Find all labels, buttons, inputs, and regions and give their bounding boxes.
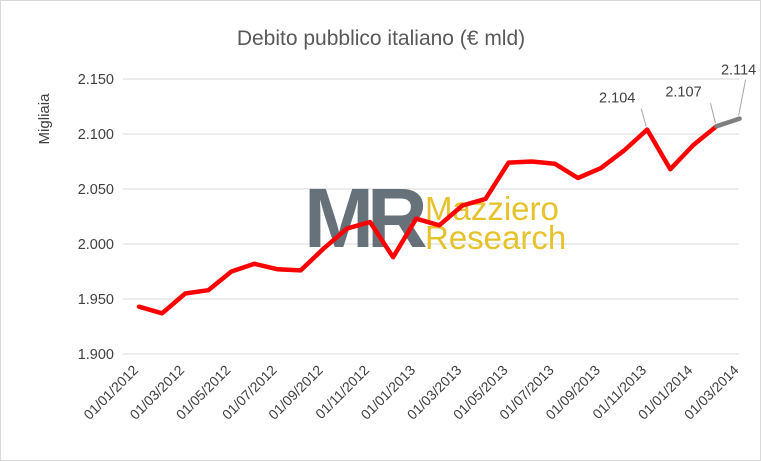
data-point <box>692 144 695 146</box>
data-point <box>299 269 302 272</box>
data-point <box>484 198 487 200</box>
y-tick-label: 1.950 <box>78 292 114 308</box>
leader-line <box>738 79 747 116</box>
x-tick-labels: 01/01/201201/03/201201/05/201201/07/2012… <box>80 362 742 423</box>
y-tick-label: 2.100 <box>78 127 114 143</box>
leader-line <box>710 103 716 124</box>
mazziero-research-watermark: MR Mazziero Research <box>304 171 566 265</box>
series-line-1 <box>136 124 719 316</box>
y-tick-label: 1.900 <box>78 347 114 363</box>
data-label: 2.114 <box>721 63 756 79</box>
data-label: 2.104 <box>599 91 635 107</box>
data-point <box>253 263 256 265</box>
data-point <box>438 224 441 227</box>
watermark-line2: Research <box>425 219 566 256</box>
data-point <box>392 256 394 258</box>
series-line-2 <box>714 116 742 129</box>
data-point <box>738 117 741 120</box>
data-point <box>323 247 325 250</box>
data-point <box>577 177 579 179</box>
data-point <box>161 312 163 315</box>
data-point <box>207 289 210 292</box>
y-tick-labels: 1.900 1.950 2.000 2.050 2.100 2.150 <box>78 72 114 363</box>
chart-title: Debito pubblico italiano (€ mld) <box>237 27 525 50</box>
series <box>136 116 742 316</box>
y-tick-label: 2.150 <box>78 72 114 88</box>
data-point <box>415 217 418 220</box>
data-point <box>669 168 672 170</box>
data-point <box>369 221 371 223</box>
data-point <box>230 270 233 273</box>
leader-line <box>640 108 647 127</box>
y-tick-label: 2.050 <box>78 182 114 198</box>
data-point <box>646 128 648 131</box>
data-point <box>346 227 348 230</box>
data-point <box>715 125 718 128</box>
data-label: 2.107 <box>665 84 701 100</box>
gridlines <box>123 78 739 355</box>
data-point <box>554 162 556 165</box>
data-point <box>623 149 625 152</box>
data-labels: 2.104 2.107 2.114 <box>599 63 756 127</box>
y-axis-label: Migliaia <box>36 93 53 145</box>
y-tick-label: 2.000 <box>78 237 114 253</box>
data-point <box>530 160 533 163</box>
data-point <box>184 292 186 295</box>
data-point <box>138 305 140 308</box>
data-point <box>461 204 464 207</box>
data-point <box>507 161 510 164</box>
data-point <box>600 167 602 169</box>
data-point <box>276 268 279 271</box>
